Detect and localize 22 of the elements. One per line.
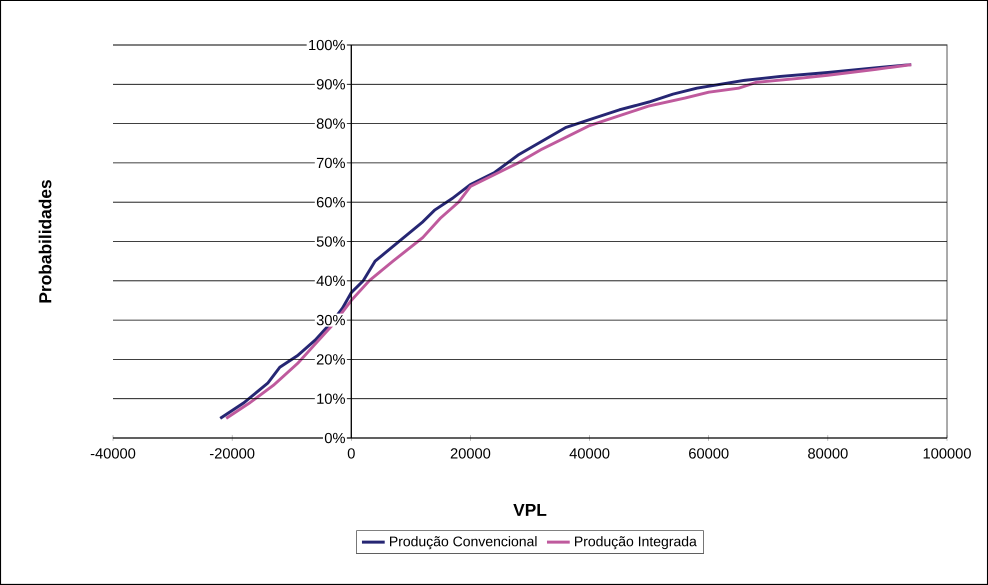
x-tick-label: 40000	[570, 448, 610, 459]
x-tick-label: 80000	[808, 448, 848, 459]
y-tick-label: 50%	[316, 236, 345, 247]
y-tick-label: 90%	[316, 79, 345, 90]
y-tick-label: 60%	[316, 197, 345, 208]
x-tick-label: 0	[348, 448, 355, 459]
y-tick-label: 0%	[324, 432, 345, 444]
y-tick-label: 40%	[316, 276, 345, 286]
legend-label: Produção Convencional	[390, 536, 537, 550]
x-tick-label: -40000	[90, 448, 136, 459]
legend-label: Produção Integrada	[575, 536, 697, 550]
y-tick-label: 70%	[316, 158, 345, 168]
x-tick-label: 100000	[924, 448, 971, 459]
x-tick-label: 60000	[689, 448, 729, 459]
y-tick-label: 20%	[316, 354, 345, 365]
y-tick-label: 80%	[316, 118, 345, 129]
y-axis-title: Probabilidades	[38, 180, 52, 302]
y-tick-label: 100%	[309, 40, 345, 50]
x-axis-title: VPL	[513, 504, 546, 516]
x-tick-label: 20000	[450, 448, 490, 459]
x-tick-label: -20000	[210, 448, 254, 459]
y-tick-label: 10%	[317, 394, 345, 404]
